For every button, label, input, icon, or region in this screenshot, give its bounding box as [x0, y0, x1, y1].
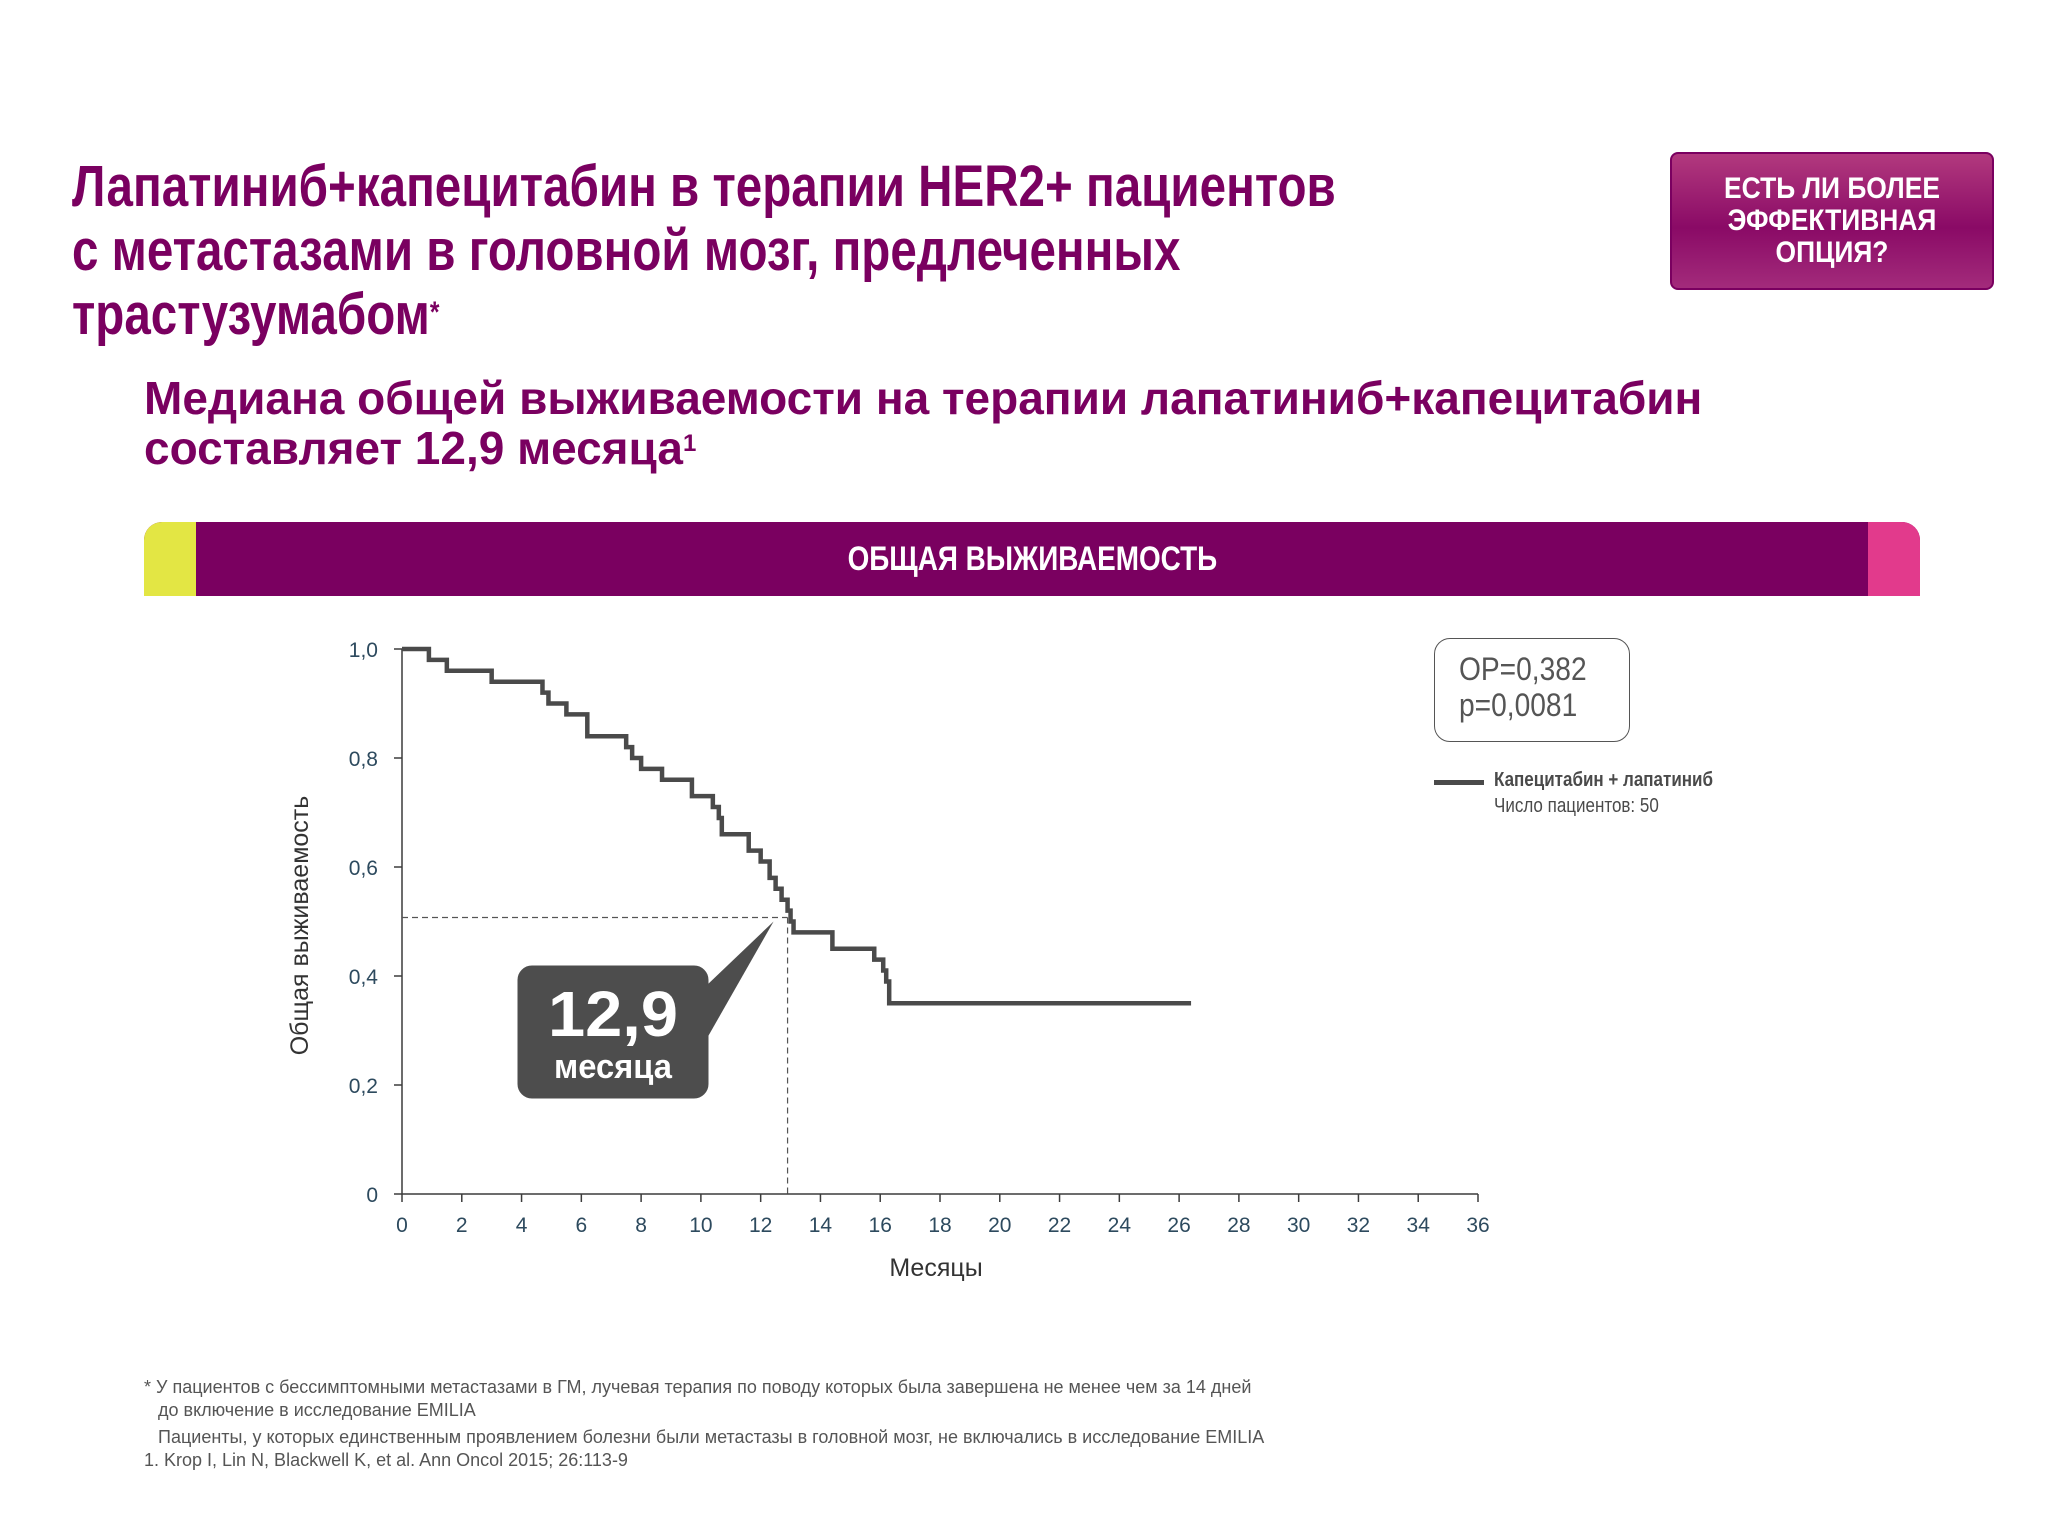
cta-line2: ЭФФЕКТИВНАЯ — [1727, 204, 1937, 237]
band-title-text: ОБЩАЯ ВЫЖИВАЕМОСТЬ — [847, 540, 1217, 578]
y-tick-label: 1,0 — [349, 639, 378, 662]
x-tick-label: 0 — [396, 1214, 408, 1237]
subtitle-ref: 1 — [682, 430, 697, 457]
survival-curve — [402, 646, 1192, 1006]
section-band: ОБЩАЯ ВЫЖИВАЕМОСТЬ — [144, 522, 1920, 596]
x-tick-label: 36 — [1466, 1214, 1489, 1237]
subtitle-line1: Медиана общей выживаемости на терапии ла… — [144, 372, 1703, 424]
x-tick-label: 30 — [1287, 1214, 1310, 1237]
legend-patient-count: Число пациентов: 50 — [1494, 795, 1659, 817]
subtitle-line2: составляет 12,9 месяца — [144, 422, 683, 474]
title-footnote-mark: * — [429, 296, 440, 329]
y-tick-label: 0,8 — [349, 748, 378, 771]
x-tick-label: 2 — [456, 1214, 468, 1237]
page-title-line1: Лапатиниб+капецитабин в терапии HER2+ па… — [72, 154, 1336, 219]
cta-line1: ЕСТЬ ЛИ БОЛЕЕ — [1724, 172, 1940, 205]
median-callout-pointer — [706, 921, 774, 1040]
y-tick-label: 0 — [366, 1184, 378, 1207]
subtitle-line2-wrap: составляет 12,9 месяца1 — [144, 423, 1864, 473]
x-tick-label: 12 — [749, 1214, 772, 1237]
footnote-reference: 1. Krop I, Lin N, Blackwell K, et al. An… — [144, 1450, 628, 1470]
page-title-line2: с метастазами в головной мозг, предлечен… — [72, 219, 1351, 347]
page-title: Лапатиниб+капецитабин в терапии HER2+ па… — [72, 155, 1351, 347]
x-tick-label: 6 — [575, 1214, 587, 1237]
footnote-1-cont: до включение в исследование EMILIA — [158, 1400, 476, 1420]
y-axis-title: Общая выживаемость — [286, 796, 314, 1056]
footnotes: * У пациентов с бессимптомными метастаза… — [144, 1376, 1484, 1472]
band-accent-left — [144, 522, 196, 596]
x-tick-label: 32 — [1347, 1214, 1370, 1237]
legend-series-name: Капецитабин + лапатиниб — [1494, 769, 1714, 791]
x-tick-label: 28 — [1227, 1214, 1250, 1237]
x-tick-label: 4 — [516, 1214, 528, 1237]
p-value: p=0,0081 — [1459, 687, 1578, 723]
y-tick-label: 0,2 — [349, 1075, 378, 1098]
footnote-2: Пациенты, у которых единственным проявле… — [158, 1427, 1265, 1447]
hazard-ratio-box: ОР=0,382 p=0,0081 — [1434, 638, 1630, 742]
x-tick-label: 16 — [869, 1214, 892, 1237]
y-tick-label: 0,6 — [349, 857, 378, 880]
x-axis-title: Месяцы — [889, 1254, 982, 1282]
median-callout-unit: месяца — [554, 1048, 673, 1086]
cta-line3: ОПЦИЯ? — [1775, 236, 1889, 269]
x-tick-label: 10 — [689, 1214, 712, 1237]
x-tick-label: 22 — [1048, 1214, 1071, 1237]
effective-option-label: ЕСТЬ ЛИ БОЛЕЕ ЭФФЕКТИВНАЯ ОПЦИЯ? — [1700, 173, 1964, 269]
band-accent-right — [1868, 522, 1920, 596]
x-tick-label: 34 — [1407, 1214, 1431, 1237]
legend-line-icon — [1434, 780, 1484, 785]
footnote-1: * У пациентов с бессимптомными метастаза… — [144, 1377, 1252, 1397]
x-tick-label: 24 — [1108, 1214, 1132, 1237]
x-tick-label: 18 — [928, 1214, 951, 1237]
median-callout-value: 12,9 — [548, 978, 678, 1050]
band-title: ОБЩАЯ ВЫЖИВАЕМОСТЬ — [196, 522, 1868, 596]
x-tick-label: 26 — [1167, 1214, 1190, 1237]
y-tick-label: 0,4 — [349, 966, 379, 989]
section-subtitle: Медиана общей выживаемости на терапии ла… — [144, 373, 1864, 473]
page-title-line2-text: с метастазами в головной мозг, предлечен… — [72, 218, 1181, 347]
hazard-ratio: ОР=0,382 — [1459, 651, 1587, 687]
effective-option-button[interactable]: ЕСТЬ ЛИ БОЛЕЕ ЭФФЕКТИВНАЯ ОПЦИЯ? — [1670, 152, 1994, 290]
x-tick-label: 14 — [809, 1214, 833, 1237]
x-tick-label: 20 — [988, 1214, 1011, 1237]
x-tick-label: 8 — [635, 1214, 647, 1237]
